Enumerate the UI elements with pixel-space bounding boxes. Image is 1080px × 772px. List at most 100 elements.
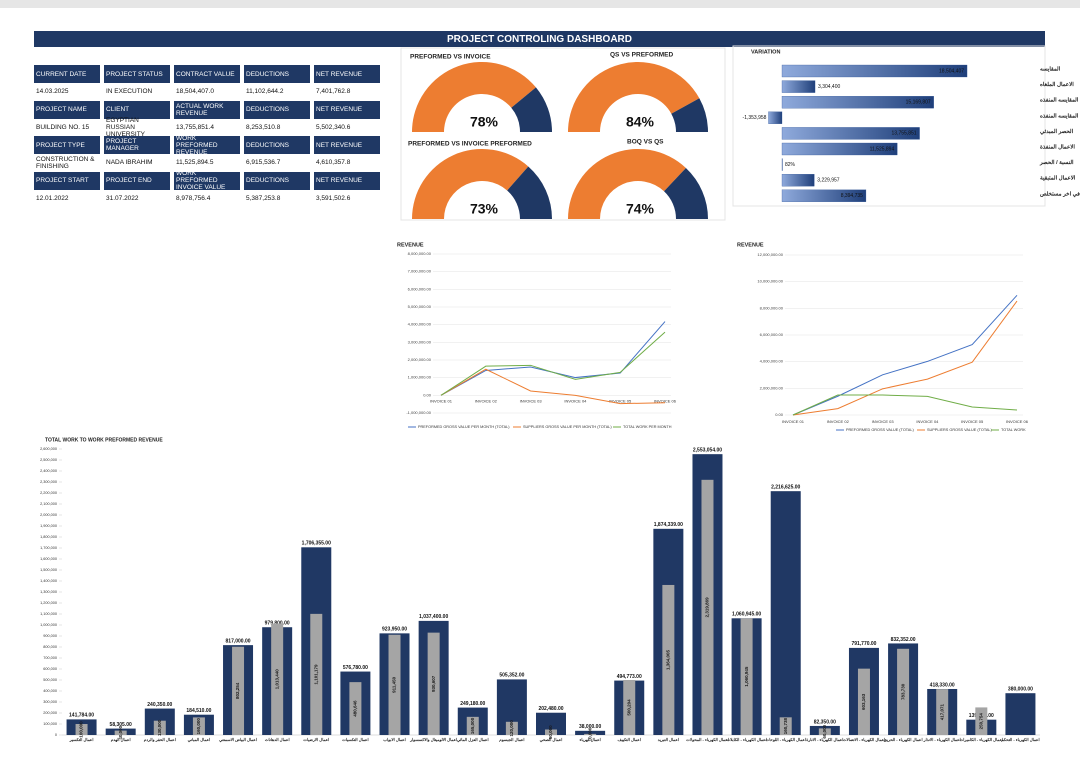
y-tick-label: 700,000 (43, 656, 57, 660)
series-line (440, 331, 666, 396)
bar-preformed (310, 613, 323, 735)
table-header: CURRENT DATE (34, 65, 100, 83)
bar-inner-label: 417,071 (939, 703, 944, 720)
y-tick-label: 2,300,000 (40, 480, 57, 484)
gauge-title: BOQ VS QS (627, 139, 664, 146)
table-value: 7,401,762.8 (316, 88, 351, 95)
bar-preformed (740, 618, 753, 735)
gauge-panel (400, 47, 726, 221)
bar-inner-label: 120,000 (509, 720, 514, 737)
y-tick-label: 2,100,000 (40, 502, 57, 506)
y-tick-label: 1,600,000 (40, 557, 57, 561)
legend-label: TOTAL WORK PER MONTH (623, 425, 672, 429)
variation-panel (732, 45, 1046, 207)
y-tick-label: 1,000,000 (40, 623, 57, 627)
bar-value-label: 832,352.00 (891, 637, 916, 643)
y-tick-label: 400,000 (43, 689, 57, 693)
x-tick-label: INVOICE 06 (1006, 419, 1029, 424)
table-value: CONSTRUCTION & FINISHING (36, 155, 95, 170)
bar-inner-label: 603,163 (861, 693, 866, 710)
x-tick-label: اعمال التبريد (658, 737, 679, 743)
y-tick-label: 1,500,000 (40, 568, 57, 572)
y-tick-label: -1,000,000.00 (406, 410, 431, 415)
gauge-rest-arc (511, 87, 552, 132)
bar-inner-label: 802,254 (235, 682, 240, 699)
bar-inner-label: 911,450 (392, 676, 397, 693)
bar-inner-label: 1,101,179 (313, 664, 318, 685)
table-value: 31.07.2022 (106, 194, 139, 202)
y-tick-label: 10,000,000.00 (757, 279, 783, 284)
y-tick-label: 8,000,000.00 (760, 305, 784, 310)
gauge-value-arc (412, 149, 529, 219)
x-tick-label: اعمال الكهرباء - التحكم (1001, 737, 1039, 743)
x-tick-label: اعمال المباني (188, 737, 211, 743)
bar-inner-label: 50,000 (548, 725, 553, 739)
bar-preformed (114, 730, 127, 735)
x-tick-label: اعمال الارضيات (303, 737, 329, 743)
gauge-rest-arc (671, 98, 708, 132)
x-tick-label: اعمال التكسيات (342, 737, 369, 743)
bar-inner-label: 480,646 (353, 700, 358, 717)
bar-preformed (975, 707, 988, 735)
table-value: 8,253,510.8 (246, 123, 281, 131)
y-tick-label: 2,500,000 (40, 458, 57, 462)
y-tick-label: 0 (55, 733, 57, 737)
x-tick-label: اعمال الهدم (111, 737, 131, 743)
y-tick-label: 2,000,000.00 (408, 357, 432, 362)
table-header: ACTUAL WORK REVENUE (174, 100, 240, 119)
x-tick-label: اعمال الكهرباء - الانذار (923, 737, 961, 743)
category-label: بنود المقايسه المنفذه (1040, 97, 1080, 104)
bar-preformed (779, 717, 792, 735)
table-header: DEDUCTIONS (244, 171, 310, 190)
bar-inner-label: 500,204 (626, 699, 631, 716)
series-line (792, 394, 1018, 416)
x-tick-label: اعمال التكسير (69, 737, 94, 743)
bar-value-label: 923,950.00 (382, 627, 407, 633)
y-tick-label: 500,000 (43, 678, 57, 682)
bar-value-label: 3,304,400 (818, 84, 840, 90)
bar (781, 174, 815, 187)
series-line (440, 321, 666, 396)
x-tick-label: اعمال الكهرباء - الكابلات (726, 737, 766, 743)
category-label: الاعمال المتبقية (1040, 175, 1076, 182)
table-value: 12.01.2022 (36, 194, 69, 202)
table-value: 8,978,756.4 (176, 194, 211, 202)
chart-title: VARIATION (751, 49, 780, 55)
bar (781, 80, 816, 93)
table-value: 11,525,894.5 (176, 159, 214, 166)
category-label: المقايسه (1040, 65, 1061, 72)
y-tick-label: 1,700,000 (40, 546, 57, 550)
bar-value-label: 15,169,807 (906, 100, 931, 106)
table-header: PROJECT NAME (34, 100, 100, 119)
table-header: DEDUCTIONS (244, 65, 310, 83)
bar-preformed (897, 648, 910, 735)
table-value: NADA IBRAHIM (106, 159, 153, 166)
bar-preformed (349, 682, 362, 735)
bar-value-label: 1,706,355.00 (302, 541, 331, 547)
bar-inner-label: 1,013,440 (274, 669, 279, 690)
x-tick-label: اعمال الحفر والردم (144, 737, 176, 743)
bar-preformed (271, 623, 284, 735)
y-tick-label: 0.00 (775, 412, 784, 417)
bar-total (536, 712, 566, 735)
y-tick-label: 5,000,000.00 (408, 304, 432, 309)
table-header: PROJECT TYPE (34, 136, 100, 154)
table-value: 13,755,851.4 (176, 123, 214, 131)
bar-total (1005, 693, 1036, 735)
bar-inner-label: 930,607 (431, 675, 436, 692)
y-tick-label: 3,000,000.00 (408, 339, 432, 344)
category-label: الاعمال المنفذة (1040, 143, 1075, 150)
bar (781, 189, 867, 202)
y-tick-label: 0.00 (423, 392, 432, 397)
table-header: PROJECT END (104, 171, 170, 190)
category-label: النسبة / الحصر (1039, 159, 1074, 166)
legend-label: PREFORMED GROSS VALUE (TOTAL) (846, 428, 914, 432)
table-header: PROJECT MANAGER (104, 136, 170, 154)
bar-value-label: 141,784.00 (69, 713, 94, 719)
gauge-rest-arc (664, 167, 708, 219)
bar-preformed (857, 668, 870, 735)
table-header: CONTRACT VALUE (174, 65, 240, 83)
gauge-title: PREFORMED VS INVOICE PREFORMED (408, 141, 532, 148)
bar-preformed (701, 479, 714, 735)
bar-inner-label: 250,754 (979, 713, 984, 730)
